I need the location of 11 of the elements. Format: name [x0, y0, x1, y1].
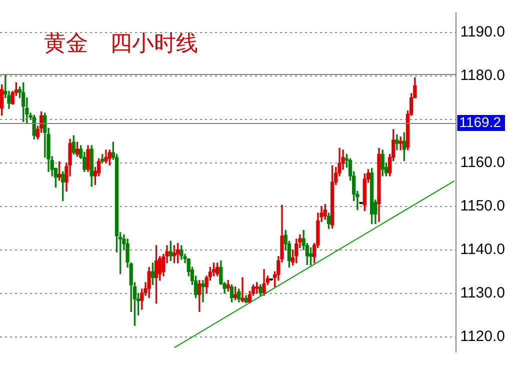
y-tick-label: 1180.0 [460, 67, 505, 84]
y-tick-label: 1150.0 [460, 198, 505, 215]
candlestick [398, 136, 402, 150]
y-tick-label: 1160.0 [460, 154, 505, 172]
candlestick [201, 280, 205, 302]
y-tick-label: 1120.0 [460, 328, 505, 345]
y-tick-label: 1140.0 [460, 241, 505, 258]
text: 黄金 四小时线 [44, 32, 198, 57]
y-tick-label: 1190.0 [460, 24, 505, 41]
y-tick-label: 1130.0 [460, 284, 505, 302]
ref-line-label: 1169.2 [459, 114, 502, 130]
